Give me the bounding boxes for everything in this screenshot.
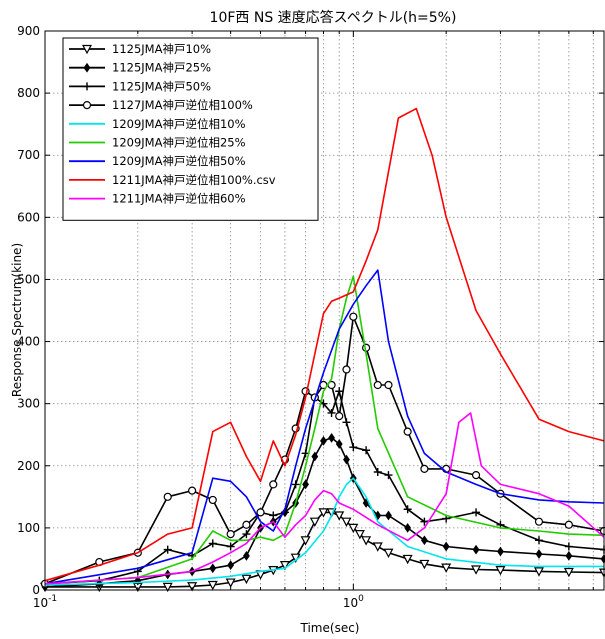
data-point: [472, 508, 480, 516]
data-point: [374, 468, 382, 476]
data-point: [362, 446, 370, 454]
legend-marker: [84, 102, 91, 109]
data-point: [404, 428, 411, 435]
data-point: [566, 552, 572, 560]
y-tick-label: 200: [17, 459, 40, 473]
data-point: [329, 434, 335, 442]
data-point: [302, 537, 310, 545]
data-point: [535, 518, 542, 525]
data-point: [421, 465, 428, 472]
data-point: [209, 539, 217, 547]
data-point: [209, 496, 216, 503]
legend-label: 1125JMA神戸50%: [112, 79, 211, 93]
data-point: [210, 564, 216, 572]
data-point: [227, 531, 234, 538]
data-point: [565, 543, 573, 551]
y-tick-label: 300: [17, 397, 40, 411]
data-point: [565, 521, 572, 528]
data-point: [257, 509, 264, 516]
data-point: [362, 537, 370, 545]
x-tick-label: 100: [343, 594, 364, 610]
series-line: [45, 478, 604, 585]
data-point: [374, 543, 382, 551]
legend-label: 1127JMA神戸逆位相100%: [112, 98, 253, 112]
data-point: [473, 472, 480, 479]
data-point: [343, 366, 350, 373]
legend-label: 1209JMA神戸逆位相10%: [112, 117, 246, 131]
data-point: [189, 487, 196, 494]
series-line: [45, 276, 604, 584]
data-point: [535, 536, 543, 544]
series-line: [45, 317, 604, 584]
legend-label: 1209JMA神戸逆位相50%: [112, 154, 246, 168]
x-tick-label: 10-1: [33, 594, 57, 610]
data-point: [336, 413, 343, 420]
series-line: [45, 512, 604, 587]
y-tick-label: 800: [17, 86, 40, 100]
legend-label: 1125JMA神戸10%: [112, 42, 211, 56]
data-point: [164, 493, 171, 500]
data-point: [384, 471, 392, 479]
y-axis-label: Response Spectrum(kine): [10, 243, 24, 397]
data-point: [228, 561, 234, 569]
data-point: [536, 550, 542, 558]
data-point: [386, 511, 392, 519]
y-tick-label: 0: [32, 583, 40, 597]
legend-label: 1211JMA神戸逆位相100%.csv: [112, 173, 276, 187]
x-axis-label: Time(sec): [300, 621, 360, 635]
data-point: [243, 521, 250, 528]
y-tick-label: 100: [17, 521, 40, 535]
legend-label: 1125JMA神戸25%: [112, 61, 211, 75]
legend: 1125JMA神戸10% 1125JMA神戸25% 1125JMA神戸50% 1127…: [63, 38, 318, 220]
y-tick-label: 600: [17, 210, 40, 224]
legend-label: 1209JMA神戸逆位相25%: [112, 136, 246, 150]
data-point: [422, 536, 428, 544]
data-point: [473, 546, 479, 554]
data-point: [350, 313, 357, 320]
y-tick-label: 400: [17, 335, 40, 349]
chart-title: 10F西 NS 速度応答スペクトル(h=5%): [210, 9, 457, 26]
data-point: [374, 382, 381, 389]
y-tick-label: 500: [17, 272, 40, 286]
data-point: [270, 481, 277, 488]
data-point: [405, 524, 411, 532]
data-point: [292, 480, 300, 488]
y-tick-label: 700: [17, 148, 40, 162]
y-tick-label: 900: [17, 24, 40, 38]
data-point: [385, 382, 392, 389]
data-point: [342, 418, 350, 426]
data-point: [311, 518, 319, 526]
legend-label: 1211JMA神戸逆位相60%: [112, 192, 246, 206]
data-point: [269, 511, 277, 519]
data-point: [443, 543, 449, 551]
data-point: [349, 443, 357, 451]
series-line: [45, 270, 604, 584]
data-point: [498, 547, 504, 555]
